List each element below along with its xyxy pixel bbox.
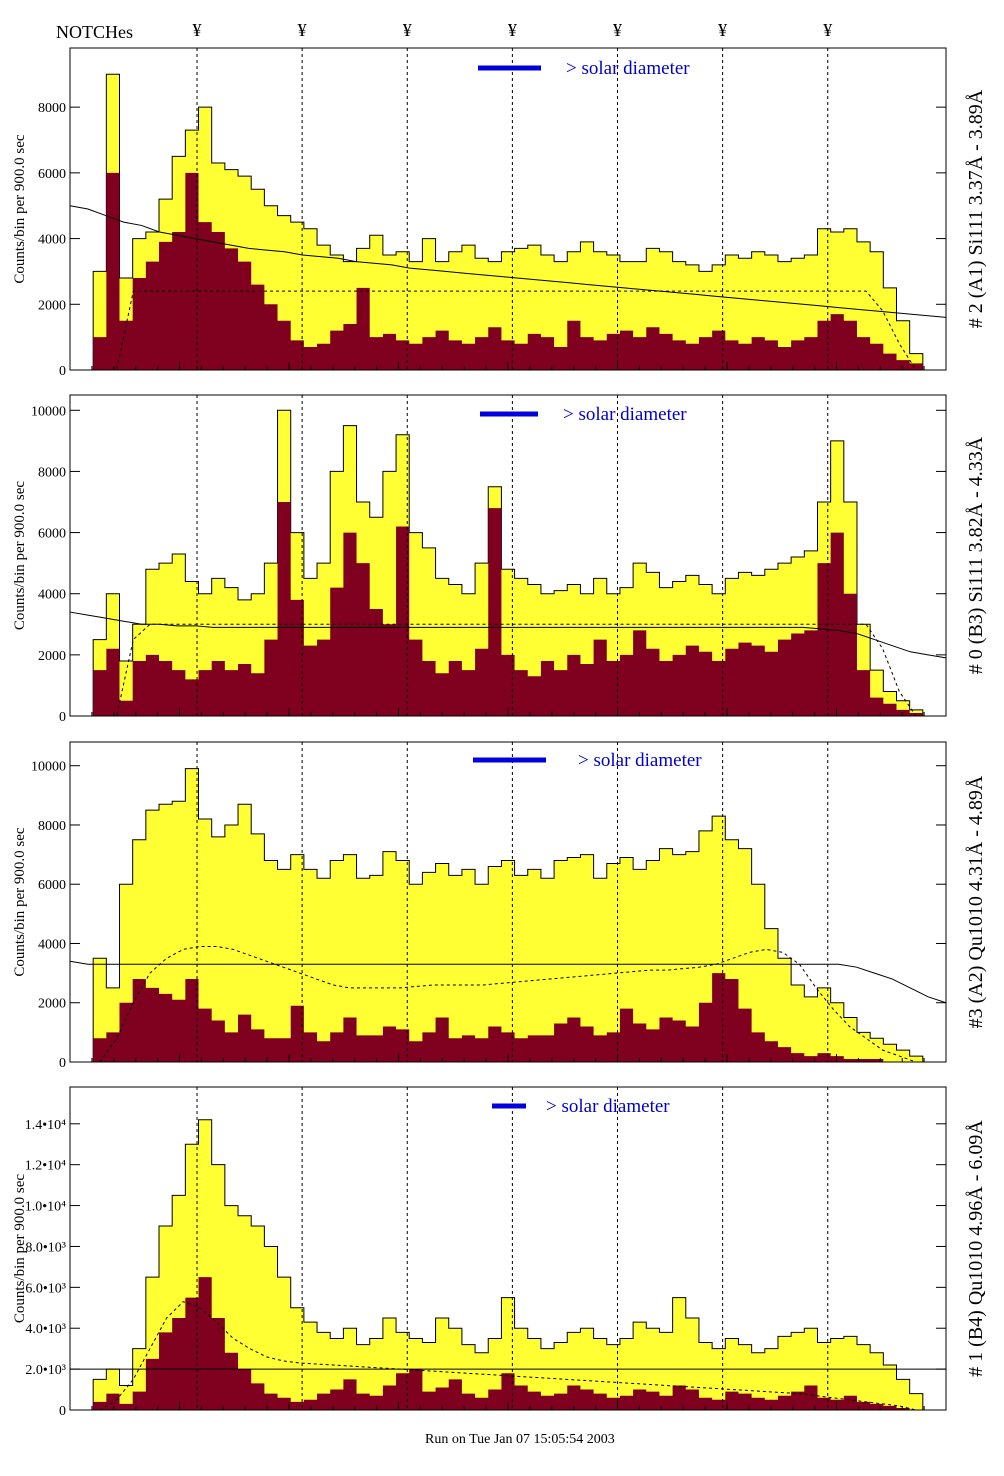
y-axis-label: Counts/bin per 900.0 sec <box>12 134 28 283</box>
y-tick-label: 10000 <box>31 760 66 775</box>
panel-2: 0 2000 4000 6000 8000 10000 Counts/bin per 900… <box>12 394 987 725</box>
legend-text: > solar diameter <box>566 58 690 79</box>
y-tick-label: 4.0•10³ <box>25 1322 66 1337</box>
series-total-histogram <box>80 73 936 371</box>
y-axis-label: Counts/bin per 900.0 sec <box>12 827 28 976</box>
y-tick-label: 2000 <box>38 298 66 313</box>
panel-3: 0 2000 4000 6000 8000 10000 Counts/bin per 900… <box>12 741 987 1071</box>
legend-text: > solar diameter <box>578 750 702 771</box>
legend-text: > solar diameter <box>546 1096 670 1117</box>
notches-label: NOTCHes <box>56 22 133 42</box>
notch-symbol-1: ¥ <box>193 20 202 40</box>
panel-4: 0 2.0•10³ 4.0•10³ 6.0•10³ 8.0•10³ 1.0•10⁴ 1.2•… <box>12 1086 987 1419</box>
y-tick-label: 2.0•10³ <box>25 1363 66 1378</box>
series-background-line <box>99 1301 917 1411</box>
y-tick-label: 2000 <box>38 649 66 664</box>
series-filtered-histogram <box>80 973 936 1062</box>
panel-label: # 1 (B4) Qu1010 4.96Å - 6.09Å <box>965 1120 987 1377</box>
y-tick-label: 6.0•10³ <box>25 1281 66 1296</box>
y-tick-label: 10000 <box>31 404 66 419</box>
y-tick-label: 8.0•10³ <box>25 1240 66 1255</box>
notch-symbol-6: ¥ <box>718 20 727 40</box>
panel-label: # 0 (B3) Si111 3.82Å - 4.33Å <box>965 436 987 674</box>
series-total-histogram <box>80 1119 936 1411</box>
y-tick-label: 2000 <box>38 997 66 1012</box>
y-tick-label: 6000 <box>38 167 66 182</box>
y-tick-label: 0 <box>59 1404 66 1419</box>
panel-label: # 2 (A1) Si111 3.37Å - 3.89Å <box>965 89 987 328</box>
y-tick-label: 4000 <box>38 233 66 248</box>
series-background-line <box>100 623 917 717</box>
y-tick-label: 8000 <box>38 819 66 834</box>
legend-text: > solar diameter <box>563 404 687 425</box>
y-tick-label: 1.4•10⁴ <box>25 1118 66 1133</box>
series-filtered-histogram <box>80 502 936 716</box>
panel-label: #3 (A2) Qu1010 4.31Å - 4.89Å <box>965 775 987 1028</box>
y-tick-label: 6000 <box>38 878 66 893</box>
y-tick-label: 1.2•10⁴ <box>25 1159 66 1174</box>
y-tick-label: 0 <box>59 710 66 725</box>
y-tick-label: 8000 <box>38 465 66 480</box>
series-filtered-histogram <box>80 172 936 370</box>
notch-symbol-2: ¥ <box>298 20 307 40</box>
notch-symbol-3: ¥ <box>403 20 412 40</box>
panel-1: 0 2000 4000 6000 8000 Counts/bin per 900.0 se… <box>12 47 987 379</box>
y-tick-label: 4000 <box>38 588 66 603</box>
notch-symbol-4: ¥ <box>508 20 517 40</box>
series-trend-line <box>69 205 947 318</box>
notch-symbol-5: ¥ <box>613 20 622 40</box>
y-tick-label: 1.0•10⁴ <box>25 1200 66 1215</box>
chart-panels: 0 2000 4000 6000 8000 Counts/bin per 900.0 se… <box>12 47 987 1419</box>
y-tick-label: 0 <box>59 364 66 379</box>
series-background-line <box>99 945 917 1063</box>
notch-symbol-7: ¥ <box>823 20 832 40</box>
run-timestamp: Run on Tue Jan 07 15:05:54 2003 <box>425 1432 615 1447</box>
series-filtered-histogram <box>80 1277 936 1410</box>
y-axis-label: Counts/bin per 900.0 sec <box>12 481 28 630</box>
y-tick-label: 8000 <box>38 101 66 116</box>
y-axis-label: Counts/bin per 900.0 sec <box>12 1174 28 1323</box>
y-tick-label: 0 <box>59 1056 66 1071</box>
notch-symbols: ¥ ¥ ¥ ¥ ¥ ¥ ¥ <box>193 20 833 40</box>
y-tick-label: 4000 <box>38 937 66 952</box>
series-background-line <box>100 290 917 371</box>
series-trend-line <box>69 611 947 659</box>
y-tick-label: 6000 <box>38 527 66 542</box>
